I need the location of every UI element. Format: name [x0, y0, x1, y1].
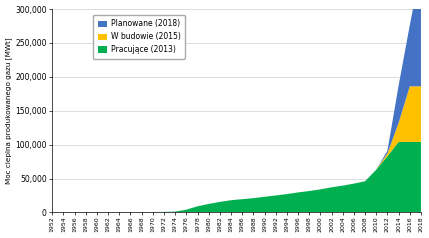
- Legend: Planowane (2018), W budowie (2015), Pracujące (2013): Planowane (2018), W budowie (2015), Prac…: [93, 15, 185, 59]
- Y-axis label: Moc cieplna produkowanego gazu [MWt]: Moc cieplna produkowanego gazu [MWt]: [6, 37, 12, 184]
